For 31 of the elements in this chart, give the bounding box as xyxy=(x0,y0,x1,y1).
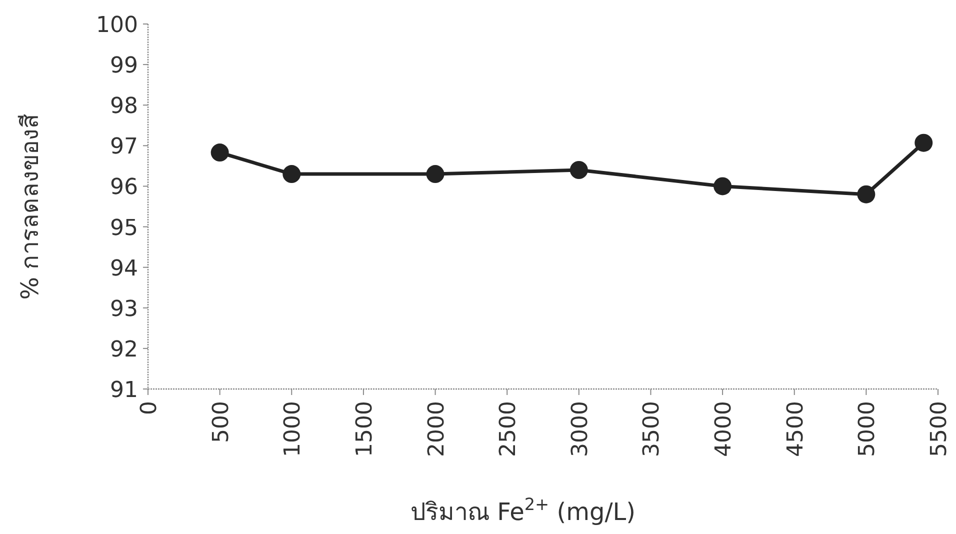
point xyxy=(570,161,588,179)
x-axis-title: ปริมาณ Fe$^{2+}$ (mg/L) xyxy=(410,494,636,526)
y-tick-label: 97 xyxy=(110,134,138,160)
y-tick-label: 96 xyxy=(110,175,138,200)
x-tick-label: 4000 xyxy=(712,401,737,457)
point xyxy=(210,144,229,162)
x-tick-label: 1000 xyxy=(280,401,306,457)
y-tick-label: 94 xyxy=(110,256,138,282)
y-tick-label: 93 xyxy=(110,296,138,322)
point xyxy=(914,134,933,152)
y-tick-label: 98 xyxy=(110,94,138,120)
y-tick-label: 95 xyxy=(110,216,138,241)
x-tick-label: 3000 xyxy=(568,401,593,457)
x-tick-label: 3500 xyxy=(640,401,665,457)
x-tick-label: 5500 xyxy=(927,401,952,457)
x-tick-label: 1500 xyxy=(352,401,378,457)
x-tick-label: 4500 xyxy=(783,401,808,457)
x-tick-label: 2500 xyxy=(496,401,522,457)
y-axis-title: % การลดลงของสี xyxy=(16,113,44,300)
y-tick-label: 91 xyxy=(110,378,138,403)
x-tick-label: 2000 xyxy=(424,401,450,457)
point xyxy=(857,185,876,204)
y-tick-label: 100 xyxy=(96,13,138,38)
y-tick-label: 92 xyxy=(110,337,138,362)
x-tick-label: 5000 xyxy=(855,401,880,457)
y-tick-label: 99 xyxy=(110,54,138,79)
x-tick-label: 500 xyxy=(208,401,234,443)
point xyxy=(426,165,444,184)
x-tick-label: 0 xyxy=(137,401,162,415)
point xyxy=(714,177,732,196)
point xyxy=(282,165,301,184)
